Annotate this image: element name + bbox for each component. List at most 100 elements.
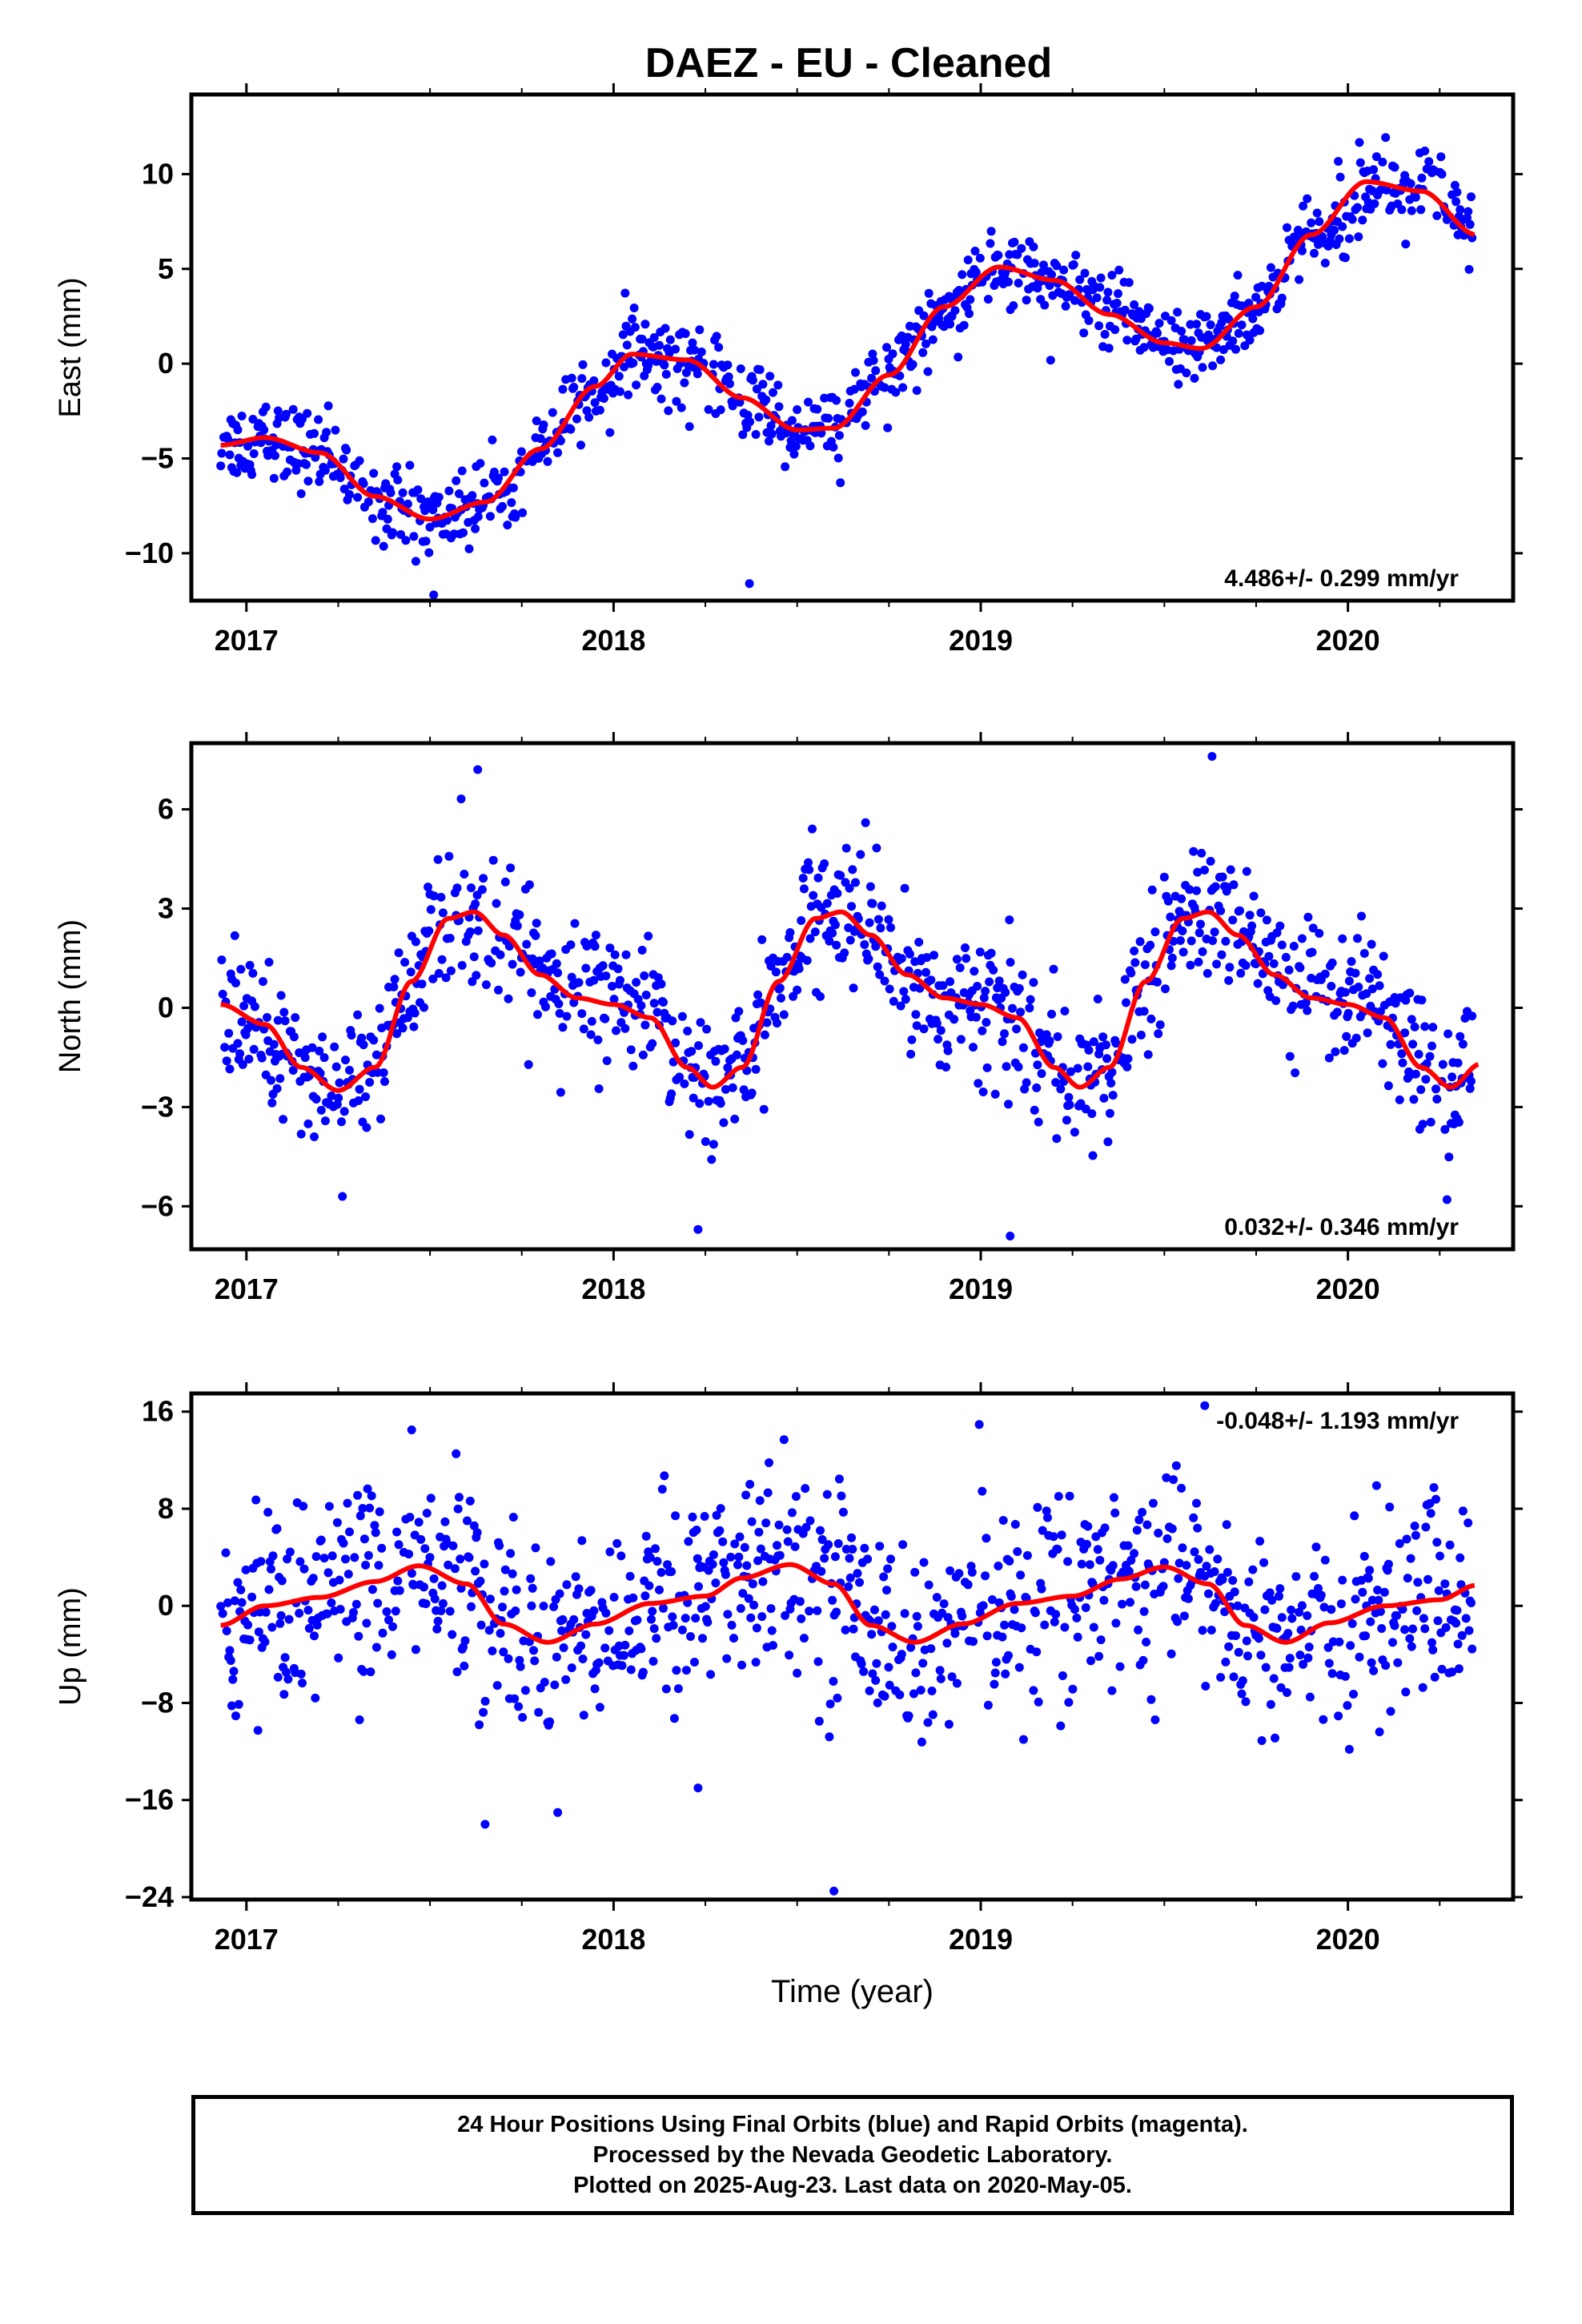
data-point [911,1668,921,1678]
data-point [354,1096,363,1105]
data-point [1272,928,1282,938]
data-point [974,1420,984,1429]
data-point [406,967,416,977]
data-point [566,940,576,950]
data-point [644,1581,654,1590]
data-point [971,267,981,277]
data-point [247,1592,257,1602]
data-point [832,396,841,405]
data-point [1365,1566,1375,1575]
data-point [444,486,454,496]
data-point [448,1541,458,1550]
data-point [833,453,843,463]
footer-box: 24 Hour Positions Using Final Orbits (bl… [191,2095,1514,2215]
data-point [1150,1715,1160,1724]
data-point [1297,934,1307,943]
data-point [746,1613,756,1622]
data-point [1344,976,1354,986]
data-point [417,979,427,989]
data-point [1245,336,1255,345]
data-point [730,1114,740,1124]
data-point [1005,1556,1014,1566]
data-point [476,459,485,468]
data-point [1276,1683,1286,1692]
data-point [464,1553,474,1562]
data-point [1142,1638,1151,1647]
data-point [816,991,825,1001]
data-point [1140,1580,1150,1590]
data-point [353,493,363,502]
data-point [359,1040,368,1050]
data-point [1212,343,1222,352]
data-point [645,1553,655,1562]
data-point [865,1686,874,1695]
data-point [1150,927,1160,937]
data-point [880,1691,889,1701]
data-point [1010,237,1019,247]
data-point [434,493,444,502]
data-point [1265,1588,1275,1598]
data-point [1208,936,1218,946]
data-point [228,1675,238,1684]
data-point [314,415,323,424]
data-point [1185,885,1195,895]
data-point [296,1669,306,1679]
data-point [1081,1104,1090,1114]
data-point [1004,277,1013,287]
data-point [641,1531,651,1541]
data-point [946,1566,955,1575]
data-point [576,1641,585,1651]
data-point [828,928,837,938]
data-point [237,1598,247,1607]
data-point [452,883,462,893]
data-point [1266,263,1275,272]
data-point [253,1726,263,1735]
data-point [844,1582,853,1591]
data-point [677,1625,687,1634]
data-point [1438,1059,1447,1069]
data-point [507,498,516,508]
data-point [848,1545,857,1554]
data-point [1094,1651,1104,1661]
data-point [649,333,659,342]
fit-curve [220,179,1476,522]
data-point [973,982,982,991]
data-point [1340,987,1350,997]
data-point [1275,1591,1283,1601]
data-point [1178,1543,1187,1553]
data-point [1228,336,1238,346]
data-point [891,388,901,397]
data-point [1075,275,1085,284]
x-tick-label: 2018 [581,1273,645,1305]
data-point [357,1033,367,1043]
data-point [1335,234,1344,243]
data-point [1065,1100,1074,1109]
data-point [1014,279,1023,287]
data-point [302,460,311,469]
data-point [1026,995,1035,1004]
data-point [1401,239,1411,249]
data-point [341,1554,350,1564]
data-point [378,1628,387,1638]
data-point [1453,1058,1463,1068]
data-point [269,473,279,483]
data-point [481,980,491,990]
data-point [1197,848,1207,858]
data-point [1316,1590,1326,1600]
data-point [1053,1545,1062,1554]
data-point [1381,1661,1391,1671]
data-point [1454,1664,1464,1674]
data-point [697,348,706,356]
data-point [616,1551,626,1561]
data-point [593,1035,603,1044]
data-point [1464,207,1473,216]
data-point [1303,912,1313,922]
data-point [1050,1617,1059,1626]
data-point [793,985,802,995]
data-point [1338,222,1347,231]
data-point [1190,1547,1199,1557]
data-point [566,424,576,434]
data-point [1262,915,1271,925]
data-point [390,975,400,984]
data-point [1443,1029,1453,1039]
